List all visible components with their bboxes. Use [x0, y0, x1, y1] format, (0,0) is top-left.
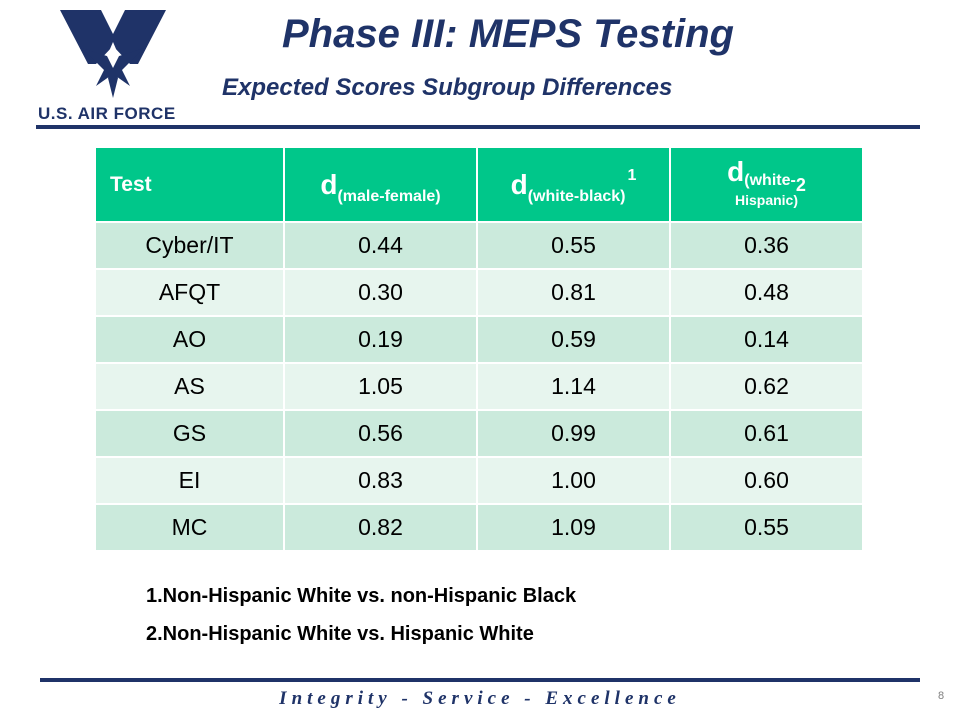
table-row: GS 0.56 0.99 0.61	[94, 409, 864, 458]
cell-white-hispanic: 0.55	[669, 503, 864, 552]
table-row: Cyber/IT 0.44 0.55 0.36	[94, 221, 864, 270]
cell-white-black: 0.81	[476, 268, 671, 317]
cell-test: MC	[94, 503, 285, 552]
footnote-1: 1.Non-Hispanic White vs. non-Hispanic Bl…	[146, 585, 577, 607]
table-row: AO 0.19 0.59 0.14	[94, 315, 864, 364]
air-force-wings-icon	[60, 10, 166, 98]
cell-test: GS	[94, 409, 285, 458]
cell-white-hispanic: 0.62	[669, 362, 864, 411]
cell-white-hispanic: 0.36	[669, 221, 864, 270]
cell-white-hispanic: 0.48	[669, 268, 864, 317]
slide-subtitle: Expected Scores Subgroup Differences	[222, 74, 673, 101]
subgroup-differences-table: Test d(male-female) d(white-black)1 d(wh…	[94, 146, 864, 552]
footnote-2: 2.Non-Hispanic White vs. Hispanic White	[146, 623, 534, 645]
header-test: Test	[94, 146, 285, 223]
cell-white-black: 1.00	[476, 456, 671, 505]
footer-motto: Integrity - Service - Excellence	[279, 688, 681, 709]
cell-male-female: 1.05	[283, 362, 478, 411]
table-row: EI 0.83 1.00 0.60	[94, 456, 864, 505]
logo-text: U.S. AIR FORCE	[38, 104, 176, 123]
table-header-row: Test d(male-female) d(white-black)1 d(wh…	[94, 146, 864, 223]
table-row: MC 0.82 1.09 0.55	[94, 503, 864, 552]
table-row: AS 1.05 1.14 0.62	[94, 362, 864, 411]
cell-white-hispanic: 0.61	[669, 409, 864, 458]
cell-test: Cyber/IT	[94, 221, 285, 270]
cell-test: AS	[94, 362, 285, 411]
bottom-divider	[40, 678, 920, 682]
header-male-female: d(male-female)	[283, 146, 478, 223]
cell-male-female: 0.82	[283, 503, 478, 552]
footnotes: 1.Non-Hispanic White vs. non-Hispanic Bl…	[146, 585, 576, 661]
cell-white-black: 0.55	[476, 221, 671, 270]
cell-white-black: 0.99	[476, 409, 671, 458]
table-row: AFQT 0.30 0.81 0.48	[94, 268, 864, 317]
cell-white-hispanic: 0.14	[669, 315, 864, 364]
cell-white-black: 1.09	[476, 503, 671, 552]
cell-male-female: 0.83	[283, 456, 478, 505]
cell-white-black: 0.59	[476, 315, 671, 364]
cell-test: EI	[94, 456, 285, 505]
cell-white-black: 1.14	[476, 362, 671, 411]
slide-title: Phase III: MEPS Testing	[282, 12, 734, 56]
page-number: 8	[938, 690, 945, 702]
cell-male-female: 0.30	[283, 268, 478, 317]
cell-male-female: 0.56	[283, 409, 478, 458]
top-divider	[36, 125, 920, 129]
air-force-logo: U.S. AIR FORCE	[38, 8, 188, 123]
header-white-hispanic: d(white-2 Hispanic)	[669, 146, 864, 223]
cell-test: AFQT	[94, 268, 285, 317]
cell-test: AO	[94, 315, 285, 364]
cell-white-hispanic: 0.60	[669, 456, 864, 505]
cell-male-female: 0.19	[283, 315, 478, 364]
header-white-black: d(white-black)1	[476, 146, 671, 223]
cell-male-female: 0.44	[283, 221, 478, 270]
